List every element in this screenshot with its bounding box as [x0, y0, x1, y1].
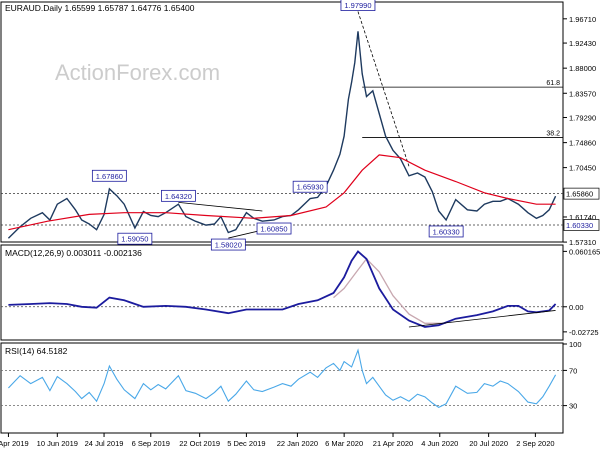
- price-y-tick-label: 1.70450: [569, 164, 596, 173]
- macd-y-tick-label: 0.060165: [569, 247, 600, 256]
- pivot-label: 1.58020: [215, 241, 242, 250]
- macd-y-tick-label: 0.00: [569, 303, 584, 312]
- rsi-series: [8, 348, 557, 409]
- pivot-label: 1.60330: [433, 227, 460, 236]
- pivot-label: 1.60850: [260, 225, 287, 234]
- pivot-label: 1.65930: [297, 183, 324, 192]
- rsi-layer: 100 70 30: [1, 340, 582, 411]
- pivot-label-box: [428, 225, 464, 238]
- x-tick-label: 20 Jul 2020: [469, 439, 508, 448]
- moving-average-series: [8, 154, 556, 231]
- x-tick-label: 2 Sep 2020: [516, 439, 554, 448]
- x-tick-label: 10 Jun 2019: [37, 439, 78, 448]
- x-tick-label: 6 Mar 2020: [325, 439, 363, 448]
- macd-panel: [0, 244, 564, 341]
- rsi-y-tick-label: 70: [569, 366, 577, 375]
- pivot-label-box: [256, 222, 292, 235]
- pivot-label-box: [210, 238, 246, 251]
- price-y-tick-label: 1.57310: [569, 238, 596, 247]
- rsi-panel: [0, 342, 564, 434]
- pivot-label-box: [340, 0, 376, 11]
- rsi-y-tick-label: 100: [569, 340, 582, 349]
- price-panel: [0, 1, 564, 243]
- x-tick-label: 4 Jun 2020: [421, 439, 458, 448]
- x-tick-label: 25 Apr 2019: [0, 439, 29, 448]
- pivot-label: 1.59050: [121, 235, 148, 244]
- macd-layer: 0.060165 0.00 -0.02725: [1, 247, 600, 337]
- rsi-y-tick-label: 30: [569, 402, 577, 411]
- price-trendline: [357, 11, 410, 167]
- pivot-label: 1.67860: [96, 172, 123, 181]
- price-y-tick-label: 1.83570: [569, 89, 596, 98]
- price-level-box: [563, 219, 600, 231]
- x-tick-label: 6 Sep 2019: [132, 439, 170, 448]
- price-header: EURAUD.Daily 1.65599 1.65787 1.64776 1.6…: [5, 3, 195, 13]
- pivot-label-box: [91, 169, 127, 182]
- x-tick-label: 22 Oct 2019: [179, 439, 220, 448]
- macd-trendline: [408, 310, 556, 328]
- macd-header: MACD(12,26,9) 0.003011 -0.002136: [5, 248, 142, 258]
- price-y-tick-label: 1.92430: [569, 39, 596, 48]
- pivot-label-box: [117, 232, 153, 245]
- x-axis: 25 Apr 2019 10 Jun 2019 24 Jul 2019 6 Sep 2…: [0, 433, 555, 448]
- fib-level-label: 38.2: [546, 131, 560, 138]
- price-y-tick-label: 1.61740: [569, 213, 596, 222]
- price-trendline: [178, 201, 263, 212]
- rsi-header: RSI(14) 64.5182: [5, 346, 68, 356]
- price-layer: 1.96710 1.92430 1.88000 1.83570 1.79290 1.748…: [1, 0, 600, 251]
- price-y-tick-label: 1.79290: [569, 114, 596, 123]
- pivot-label-box: [292, 180, 328, 193]
- price-level-label: 1.60330: [566, 221, 593, 230]
- x-tick-label: 21 Apr 2020: [373, 439, 413, 448]
- price-y-tick-label: 1.96710: [569, 15, 596, 24]
- pivot-label: 1.97990: [344, 1, 371, 10]
- fib-level-label: 61.8: [546, 80, 560, 87]
- x-tick-label: 22 Jan 2020: [277, 439, 318, 448]
- price-y-tick-label: 1.88000: [569, 64, 596, 73]
- macd-y-tick-label: -0.02725: [569, 328, 599, 337]
- x-tick-label: 5 Dec 2019: [227, 439, 265, 448]
- price-y-tick-label: 1.74860: [569, 139, 596, 148]
- macd-signal-series: [333, 257, 447, 324]
- price-level-box: [563, 187, 600, 200]
- price-series: [7, 31, 557, 239]
- price-level-label: 1.65860: [566, 190, 593, 199]
- pivot-label: 1.64320: [165, 192, 192, 201]
- watermark: ActionForex.com: [55, 60, 220, 85]
- macd-series: [8, 250, 557, 328]
- x-tick-label: 24 Jul 2019: [85, 439, 124, 448]
- pivot-label-box: [161, 189, 196, 202]
